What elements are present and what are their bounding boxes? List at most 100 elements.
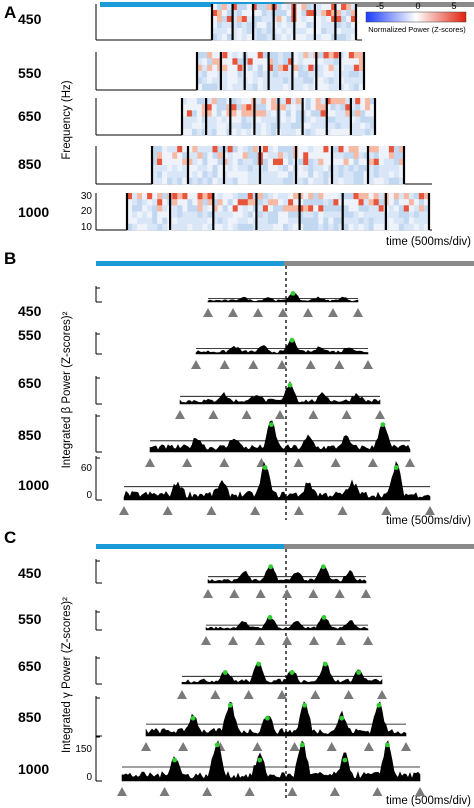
heatmap-cell [318, 217, 324, 225]
heatmap-cell [256, 22, 263, 29]
heatmap-cell [267, 83, 274, 91]
heatmap-cell [351, 10, 357, 17]
heatmap-cell [355, 116, 361, 124]
peak-dot [262, 465, 268, 470]
colorbar-tick-zero: 0 [415, 1, 420, 11]
heatmap-cell [305, 98, 311, 105]
heatmap-cell [157, 217, 163, 225]
heatmap-cell [393, 223, 400, 231]
heatmap-cell [157, 177, 163, 185]
heatmap-cell [388, 177, 395, 185]
heatmap-cell [351, 34, 357, 41]
heatmap-cell [191, 122, 198, 130]
heatmap-cell [247, 177, 254, 185]
heatmap-cell [290, 98, 297, 105]
heatmap-cell [187, 171, 193, 178]
row-label-a-450: 450 [18, 11, 42, 27]
heatmap-cell [283, 211, 289, 219]
heatmap-cell [290, 128, 297, 136]
heatmap-cell [252, 171, 259, 178]
heatmap-cell [212, 217, 218, 225]
heatmap-cell [315, 116, 321, 124]
heatmap-cell [341, 22, 347, 29]
heatmap-cell [365, 98, 371, 105]
panel-letter-a: A [4, 3, 16, 22]
heatmap-cell [318, 146, 324, 153]
heatmap-cell [217, 171, 223, 178]
heatmap-cell [247, 83, 254, 91]
heatmap-cell [232, 52, 238, 59]
stimulus-marker [330, 458, 341, 467]
heatmap-cell [226, 128, 232, 136]
heatmap-cell [321, 16, 327, 23]
heatmap-cell [177, 199, 183, 206]
heatmap-cell [328, 83, 335, 91]
heatmap-cell [343, 158, 349, 166]
heatmap-cell [306, 16, 312, 23]
heatmap-cell [241, 4, 248, 11]
heatmap-cell [343, 205, 349, 212]
stimulus-marker [367, 458, 378, 467]
heatmap-cell [368, 177, 375, 185]
heatmap-cell [298, 71, 304, 78]
heatmap-cell [313, 223, 319, 231]
heatmap-cell [216, 110, 222, 117]
heatmap-cell [261, 4, 268, 11]
heatmap-cell [393, 165, 400, 172]
heatmap-cell [236, 104, 242, 111]
heatmap-cell [212, 64, 218, 72]
heatmap-cell [370, 98, 376, 105]
heatmap-cell [266, 116, 272, 124]
heatmap-cell [398, 217, 405, 225]
heatmap-cell [335, 128, 341, 136]
heatmap-cell [261, 22, 268, 29]
heatmap-cell [348, 205, 354, 212]
heatmap-cell [323, 211, 329, 219]
heatmap-cell [288, 177, 294, 185]
heatmap-cell [177, 217, 183, 225]
heatmap-cell [177, 211, 183, 219]
heatmap-cell [303, 146, 309, 153]
heatmap-cell [424, 211, 430, 219]
heatmap-cell [217, 28, 223, 35]
heatmap-cell [358, 58, 365, 65]
heatmap-cell [323, 77, 329, 84]
heatmap-cell [251, 4, 258, 11]
heatmap-cell [333, 83, 340, 91]
stimulus-marker [252, 742, 263, 751]
heatmap-cell [288, 205, 294, 212]
heatmap-cell [256, 28, 263, 35]
heatmap-cell [197, 205, 203, 212]
ylabel-b: Integrated β Power (Z-scores)² [61, 311, 73, 468]
heatmap-cell [137, 217, 143, 225]
heatmap-cell [252, 71, 259, 78]
stimulus-marker [177, 690, 187, 699]
heatmap-cell [363, 223, 369, 231]
heatmap-cell [293, 77, 299, 84]
heatmap-cell [408, 199, 415, 206]
heatmap-cell [207, 205, 213, 212]
heatmap-cell [267, 193, 274, 200]
heatmap-cell [157, 199, 163, 206]
heatmap-cell [266, 34, 272, 41]
heatmap-cell [212, 205, 218, 212]
heatmap-cell [355, 98, 361, 105]
heatmap-cell [338, 199, 344, 206]
heatmap-cell [197, 52, 203, 59]
stim-bar-a [284, 2, 474, 7]
power-trace [181, 661, 383, 685]
peak-dot [289, 337, 295, 343]
heatmap-cell [217, 4, 223, 11]
heatmap-cell [338, 64, 345, 72]
heatmap-cell [343, 217, 349, 225]
heatmap-cell [217, 10, 223, 17]
heatmap-cell [192, 171, 198, 178]
heatmap-cell [368, 158, 375, 166]
power-trace [207, 564, 367, 584]
heatmap-cell [202, 146, 208, 153]
heatmap-cell [127, 211, 133, 219]
heatmap-cell [231, 104, 237, 111]
heatmap-cell [348, 58, 355, 65]
heatmap-cell [318, 58, 324, 65]
heatmap-cell [278, 165, 284, 172]
